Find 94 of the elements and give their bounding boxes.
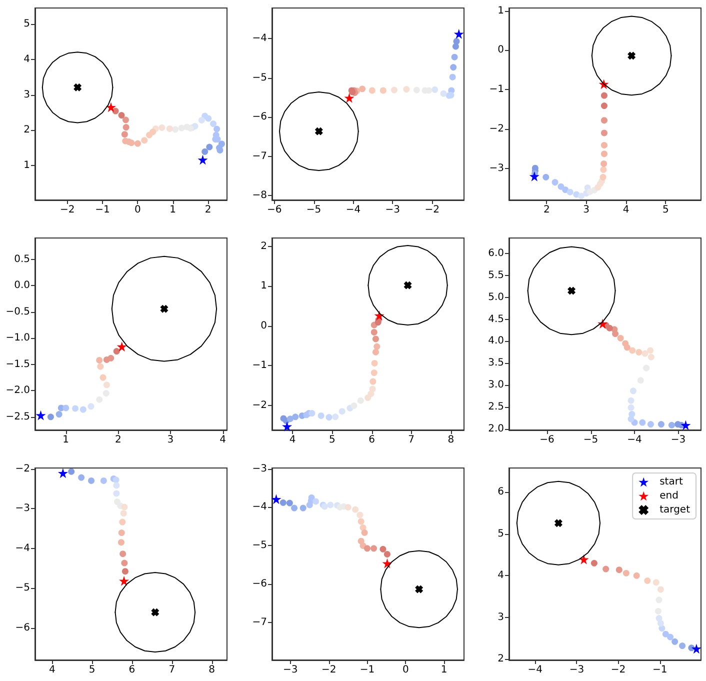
y-tick-label: 0.0 bbox=[14, 280, 30, 292]
y-tick-label: −5 bbox=[15, 582, 30, 594]
x-tick-label: −1 bbox=[360, 664, 375, 676]
y-tick-label: −5 bbox=[252, 540, 267, 552]
y-tick-label: 3.5 bbox=[488, 358, 504, 369]
legend-label: start bbox=[660, 476, 683, 488]
y-tick-label: 4 bbox=[24, 54, 30, 66]
x-tick-label: 4 bbox=[622, 204, 630, 216]
y-tick-label: −6 bbox=[252, 578, 267, 590]
y-tick-label: 1 bbox=[24, 160, 30, 171]
y-tick-label: 3.0 bbox=[488, 380, 504, 391]
x-tick-label: 5 bbox=[662, 204, 669, 216]
y-tick-label: 5 bbox=[24, 18, 30, 30]
x-tick-label: −1 bbox=[652, 664, 668, 676]
x-tick-label: −2 bbox=[321, 664, 336, 676]
y-tick-label: −5 bbox=[252, 72, 267, 84]
x-tick-label: 3 bbox=[167, 434, 174, 446]
x-tick-label: −2 bbox=[610, 664, 626, 676]
y-tick-label: 3 bbox=[24, 89, 30, 100]
x-tick-label: 4 bbox=[220, 434, 226, 446]
y-tick-label: 1 bbox=[498, 5, 504, 16]
y-tick-label: 4.0 bbox=[488, 336, 504, 347]
x-tick-label: 2 bbox=[114, 434, 122, 446]
x-tick-label: −4 bbox=[528, 664, 543, 676]
y-tick-label: 0 bbox=[498, 44, 504, 56]
legend-label: end bbox=[660, 490, 678, 502]
y-tick-label: −1.0 bbox=[6, 332, 30, 344]
y-tick-label: −7 bbox=[252, 617, 267, 628]
x-tick-label: 0 bbox=[134, 204, 141, 216]
x-tick-label: 1 bbox=[62, 434, 70, 446]
y-tick-label: 0.5 bbox=[14, 254, 30, 266]
y-tick-label: −2 bbox=[252, 400, 267, 411]
y-tick-label: −3 bbox=[15, 503, 30, 514]
y-tick-label: −3 bbox=[489, 162, 504, 174]
y-tick-label: −4 bbox=[252, 33, 267, 44]
x-tick-label: 4 bbox=[289, 434, 296, 446]
y-tick-label: 4 bbox=[498, 570, 504, 582]
x-tick-label: −4 bbox=[346, 204, 361, 216]
x-tick-label: −3 bbox=[670, 434, 686, 446]
x-tick-label: 5 bbox=[88, 664, 96, 676]
x-tick-label: 2 bbox=[204, 204, 212, 216]
x-tick-label: −3 bbox=[385, 204, 400, 216]
y-tick-label: 1 bbox=[260, 280, 267, 292]
x-tick-label: −5 bbox=[583, 434, 598, 446]
x-tick-label: 6 bbox=[368, 434, 375, 446]
y-tick-label: −4 bbox=[252, 502, 267, 513]
y-tick-label: 6 bbox=[498, 486, 504, 498]
y-tick-label: −0.5 bbox=[6, 306, 30, 318]
y-tick-label: −2.0 bbox=[6, 385, 30, 396]
x-tick-label: 6 bbox=[128, 664, 136, 676]
legend-label: target bbox=[660, 504, 690, 516]
y-tick-label: 2.0 bbox=[488, 424, 504, 435]
y-tick-label: −6 bbox=[252, 112, 267, 123]
y-tick-label: −2.5 bbox=[6, 411, 30, 422]
y-tick-label: 4.5 bbox=[488, 314, 504, 325]
y-tick-label: −2 bbox=[489, 124, 504, 135]
x-tick-label: 8 bbox=[208, 664, 216, 676]
y-tick-label: 5 bbox=[498, 528, 504, 540]
x-tick-label: −4 bbox=[627, 434, 642, 446]
y-tick-label: 5.5 bbox=[488, 270, 504, 281]
x-tick-label: −5 bbox=[306, 204, 322, 216]
y-tick-label: 5.0 bbox=[488, 292, 504, 303]
x-tick-label: −6 bbox=[540, 434, 554, 446]
x-tick-label: 0 bbox=[402, 664, 409, 676]
x-tick-label: −2 bbox=[60, 204, 75, 216]
x-tick-label: −1 bbox=[95, 204, 110, 216]
x-tick-label: −3 bbox=[569, 664, 584, 676]
x-tick-label: 5 bbox=[328, 434, 336, 446]
y-tick-label: 6.0 bbox=[488, 248, 504, 259]
y-tick-label: −3 bbox=[252, 463, 267, 474]
x-tick-label: 2 bbox=[544, 204, 550, 216]
x-tick-label: 1 bbox=[170, 204, 176, 216]
x-tick-label: 4 bbox=[48, 664, 56, 676]
y-tick-label: −2 bbox=[15, 463, 30, 474]
y-tick-label: 0 bbox=[260, 320, 267, 332]
y-tick-label: −6 bbox=[15, 622, 30, 634]
y-tick-label: −1 bbox=[489, 84, 504, 96]
x-tick-label: −3 bbox=[283, 664, 298, 676]
y-tick-label: −4 bbox=[15, 542, 30, 554]
y-tick-label: 2.5 bbox=[488, 402, 504, 413]
x-tick-label: 3 bbox=[583, 204, 590, 216]
y-tick-label: 2 bbox=[498, 654, 504, 665]
x-tick-label: 8 bbox=[448, 434, 454, 446]
y-tick-label: −1.5 bbox=[6, 358, 30, 370]
y-tick-label: 2 bbox=[24, 124, 30, 136]
y-tick-label: −8 bbox=[252, 190, 267, 202]
y-tick-label: 2 bbox=[260, 240, 267, 252]
y-tick-label: 3 bbox=[498, 612, 504, 623]
x-tick-label: 1 bbox=[440, 664, 448, 676]
y-tick-label: −7 bbox=[252, 150, 267, 162]
x-tick-label: −2 bbox=[424, 204, 440, 216]
x-tick-label: 7 bbox=[408, 434, 415, 446]
y-tick-label: −1 bbox=[252, 360, 267, 372]
x-tick-label: 7 bbox=[168, 664, 176, 676]
